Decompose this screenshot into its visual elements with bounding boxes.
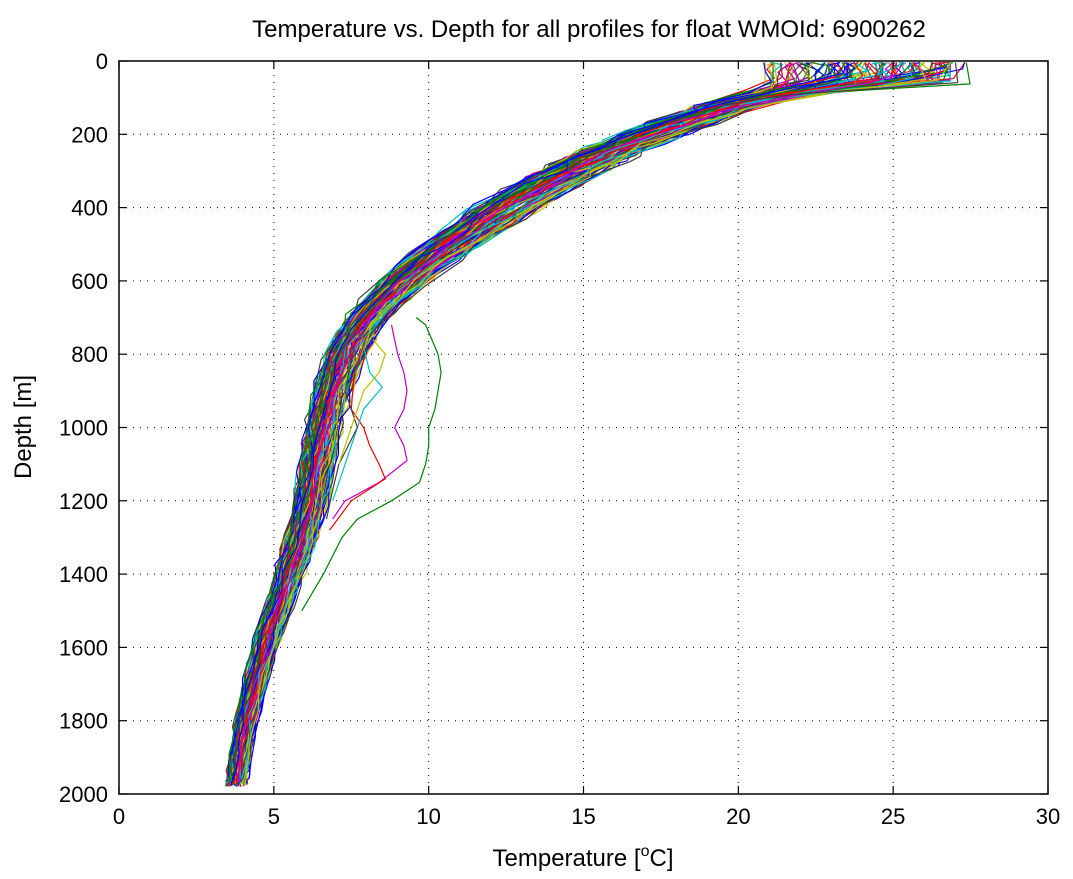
y-tick-label: 1200	[59, 489, 108, 514]
x-tick-label: 0	[113, 804, 125, 829]
profile-lines	[224, 61, 971, 787]
y-tick-label: 400	[71, 196, 108, 221]
chart-title: Temperature vs. Depth for all profiles f…	[252, 16, 926, 43]
profile-line	[238, 62, 904, 783]
x-tick-label: 10	[416, 804, 440, 829]
anomalous-profile-line	[332, 346, 383, 501]
y-tick-label: 1600	[59, 635, 108, 660]
x-tick-label: 5	[268, 804, 280, 829]
x-tick-label: 30	[1036, 804, 1060, 829]
x-tick-label: 20	[726, 804, 750, 829]
y-tick-label: 0	[96, 49, 108, 74]
x-axis-label-main: Temperature [	[493, 845, 641, 872]
profile-line	[241, 62, 952, 785]
y-tick-label: 1800	[59, 709, 108, 734]
y-tick-labels: 0 200 400 600 800 1000 1200 1400 1600 1800 2000	[59, 49, 108, 807]
anomalous-profile-line	[301, 317, 442, 612]
y-tick-label: 600	[71, 269, 108, 294]
y-axis-label: Depth [m]	[10, 375, 37, 479]
y-tick-label: 2000	[59, 782, 108, 807]
anomalous-profile-line	[338, 339, 386, 465]
y-tick-label: 1400	[59, 562, 108, 587]
x-axis-label-unit: C]	[649, 845, 673, 872]
anomalous-profile-line	[325, 346, 359, 520]
x-axis-label: Temperature [oC]	[493, 843, 674, 872]
plot-frame	[118, 60, 1049, 795]
x-axis-label-superscript: o	[641, 843, 650, 860]
profile-line	[230, 62, 773, 785]
y-tick-label: 200	[71, 122, 108, 147]
x-tick-label: 15	[571, 804, 595, 829]
x-tick-label: 25	[881, 804, 905, 829]
anomalous-profile-line	[329, 335, 387, 531]
y-tick-label: 1000	[59, 416, 108, 441]
anomalous-profile-line	[332, 324, 408, 520]
profile-line	[235, 62, 965, 783]
profile-line	[230, 62, 849, 786]
profile-line	[228, 62, 842, 782]
y-tick-label: 800	[71, 342, 108, 367]
x-tick-labels: 0 5 10 15 20 25 30	[113, 804, 1060, 829]
